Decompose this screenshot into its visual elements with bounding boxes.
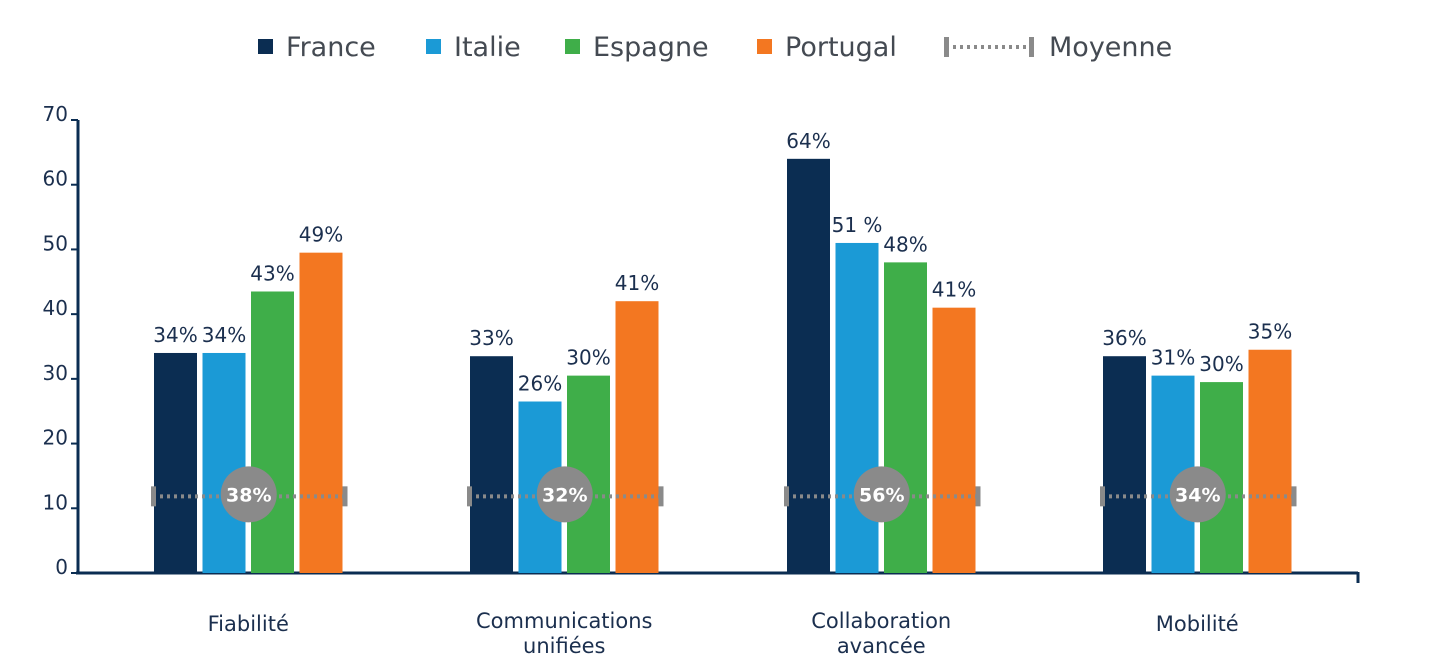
y-tick-label: 30 xyxy=(43,361,68,385)
average-label: 34% xyxy=(1175,484,1220,506)
data-label: 30% xyxy=(1199,352,1243,376)
legend: France Italie Espagne Portugal Moyenne xyxy=(258,32,1172,63)
legend-label: Moyenne xyxy=(1049,32,1172,63)
y-tick-label: 40 xyxy=(43,296,68,320)
category-label: avancée xyxy=(837,634,926,658)
average-label: 32% xyxy=(542,484,587,506)
average-markers: 38% 32% 56% 34% xyxy=(151,466,1297,523)
data-label: 49% xyxy=(299,223,343,247)
data-label: 30% xyxy=(566,346,610,370)
bar xyxy=(884,262,927,573)
data-label: 43% xyxy=(250,261,294,285)
bar xyxy=(299,252,343,573)
data-label: 35% xyxy=(1248,320,1292,344)
legend-swatch xyxy=(757,39,772,54)
data-label: 41% xyxy=(932,278,976,302)
category-label: unifiées xyxy=(523,634,605,658)
category-label: Collaboration xyxy=(811,609,951,633)
bar xyxy=(615,301,659,573)
average-line-end-left xyxy=(151,486,156,507)
legend-label: Italie xyxy=(454,32,521,63)
data-label: 34% xyxy=(202,323,246,347)
bar xyxy=(154,352,197,573)
legend-swatch xyxy=(565,39,580,54)
data-label: 33% xyxy=(469,326,513,350)
data-label: 41% xyxy=(615,271,659,295)
category-label: Fiabilité xyxy=(208,612,289,636)
average-line-end-left xyxy=(1100,486,1105,507)
legend-swatch xyxy=(258,39,273,54)
data-label: 31% xyxy=(1151,346,1195,370)
average-badge xyxy=(853,466,910,523)
y-tick-label: 0 xyxy=(55,555,68,579)
average-line-end-right xyxy=(975,486,981,507)
data-label: 51 % xyxy=(832,213,883,237)
average-badge xyxy=(220,466,277,523)
average-line-end-left xyxy=(467,486,472,507)
bar xyxy=(932,307,976,573)
legend-label: Portugal xyxy=(785,32,897,63)
category-label: Communications xyxy=(476,609,652,633)
category-label: Mobilité xyxy=(1156,612,1239,636)
bar xyxy=(251,291,294,573)
bar xyxy=(835,242,879,573)
y-tick-label: 50 xyxy=(43,231,68,255)
average-line-end-left xyxy=(784,486,789,507)
legend-label: France xyxy=(286,32,376,63)
average-line-end-right xyxy=(658,486,664,507)
average-label: 56% xyxy=(859,484,904,506)
data-label: 48% xyxy=(883,232,927,256)
data-label: 26% xyxy=(518,372,562,396)
average-badge xyxy=(1169,466,1226,523)
legend-swatch xyxy=(426,39,441,54)
legend-label: Espagne xyxy=(593,32,709,63)
bars: 34% 33% 64% 36% 34% 26% 51 % 31% 43% 30% 48% 30% 49%… xyxy=(153,129,1292,574)
y-tick-label: 20 xyxy=(43,426,68,450)
legend-average-end-right xyxy=(1029,37,1034,57)
bar xyxy=(202,352,246,573)
bar xyxy=(1103,356,1146,573)
y-tick-label: 70 xyxy=(43,102,68,126)
data-label: 34% xyxy=(153,323,197,347)
average-label: 38% xyxy=(226,484,271,506)
y-tick-label: 10 xyxy=(43,490,68,514)
y-tick-label: 60 xyxy=(43,167,68,191)
average-line-end-right xyxy=(342,486,348,507)
average-line-end-right xyxy=(1291,486,1297,507)
data-label: 36% xyxy=(1102,326,1146,350)
average-badge xyxy=(536,466,593,523)
bar xyxy=(1248,349,1292,573)
bar xyxy=(470,356,513,573)
data-label: 64% xyxy=(786,129,830,153)
bar xyxy=(787,158,830,574)
